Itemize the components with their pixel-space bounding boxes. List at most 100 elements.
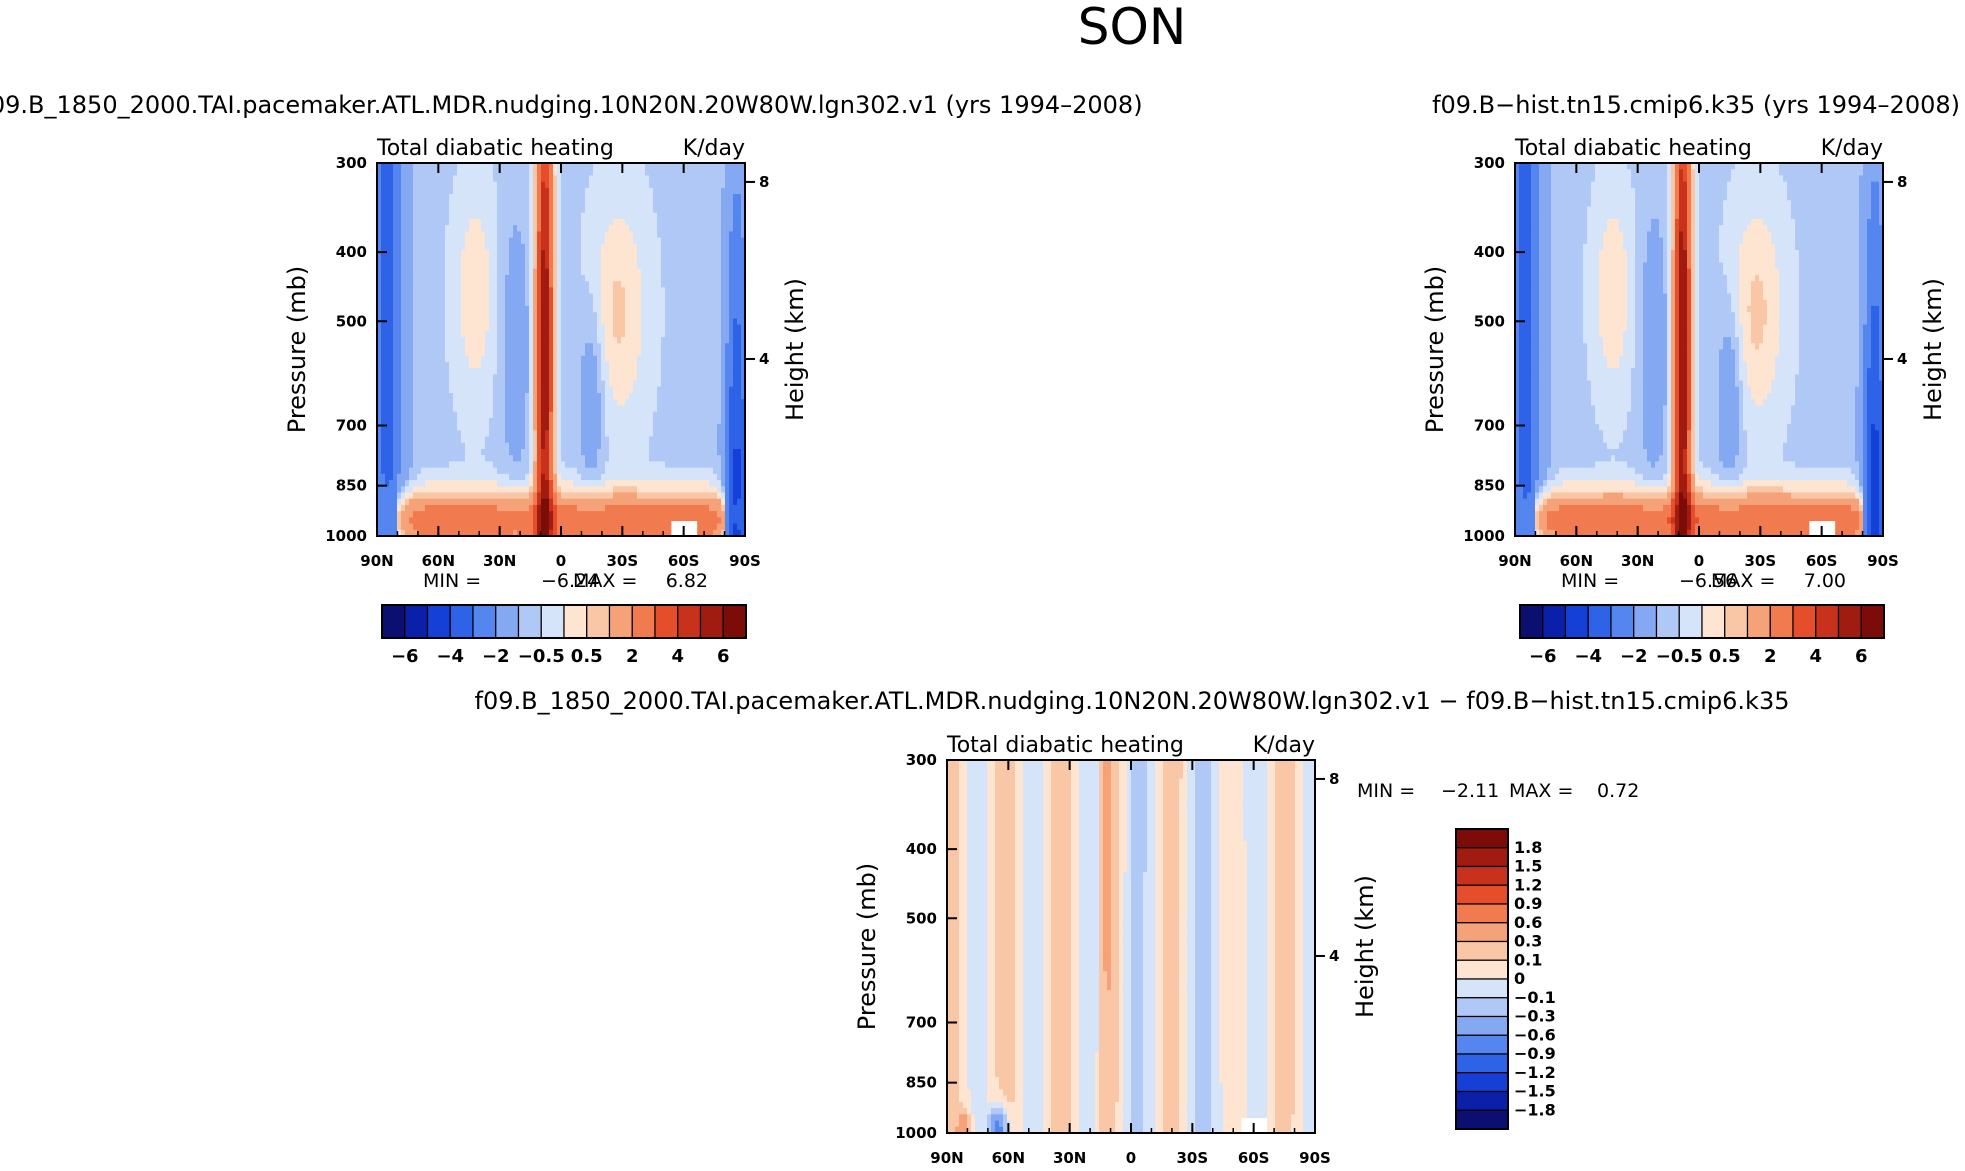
heatmap-cell	[529, 424, 534, 431]
heatmap-cell	[401, 293, 406, 301]
heatmap-cell	[553, 355, 558, 363]
heatmap-cell	[413, 237, 418, 245]
heatmap-cell	[537, 393, 542, 400]
heatmap-cell	[633, 529, 638, 537]
heatmap-cell	[669, 498, 674, 506]
heatmap-cell	[417, 330, 422, 338]
heatmap-cell	[573, 218, 578, 226]
heatmap-cell	[381, 312, 386, 320]
heatmap-cell	[533, 330, 538, 338]
heatmap-cell	[465, 181, 470, 189]
heatmap-cell	[573, 231, 578, 239]
heatmap-cell	[509, 181, 514, 189]
heatmap-cell	[705, 442, 710, 450]
heatmap-cell	[593, 399, 598, 407]
heatmap-cell	[465, 274, 470, 282]
heatmap-cell	[641, 467, 646, 475]
heatmap-cell	[429, 200, 434, 208]
heatmap-cell	[601, 405, 606, 413]
heatmap-cell	[385, 218, 390, 226]
heatmap-cell	[445, 486, 450, 494]
heatmap-cell	[393, 312, 398, 320]
heatmap-cell	[653, 361, 658, 369]
heatmap-cell	[401, 473, 406, 481]
heatmap-cell	[637, 455, 642, 462]
heatmap-cell	[489, 218, 494, 226]
heatmap-cell	[521, 492, 526, 500]
heatmap-cell	[673, 405, 678, 413]
heatmap-cell	[645, 455, 650, 462]
heatmap-cell	[413, 442, 418, 450]
heatmap-cell	[381, 324, 386, 332]
heatmap-cell	[473, 206, 478, 214]
heatmap-cell	[453, 268, 458, 276]
heatmap-cell	[685, 473, 690, 481]
heatmap-cell	[401, 187, 406, 195]
heatmap-cell	[569, 473, 574, 481]
heatmap-cell	[521, 355, 526, 363]
heatmap-cell	[457, 486, 462, 494]
heatmap-cell	[641, 237, 646, 245]
heatmap-cell	[501, 380, 506, 388]
heatmap-cell	[705, 374, 710, 382]
heatmap-cell	[565, 461, 570, 469]
heatmap-cell	[529, 231, 534, 239]
heatmap-cell	[597, 287, 602, 295]
heatmap-cell	[641, 355, 646, 363]
heatmap-cell	[513, 361, 518, 369]
heatmap-cell	[461, 262, 466, 270]
heatmap-cell	[489, 467, 494, 475]
heatmap-cell	[517, 461, 522, 469]
heatmap-cell	[489, 529, 494, 537]
heatmap-cell	[661, 243, 666, 251]
heatmap-cell	[669, 206, 674, 214]
heatmap-cell	[549, 206, 554, 214]
heatmap-cell	[469, 517, 474, 525]
heatmap-cell	[581, 393, 586, 400]
heatmap-cell	[693, 405, 698, 413]
heatmap-cell	[645, 355, 650, 363]
heatmap-cell	[597, 399, 602, 407]
heatmap-cell	[597, 442, 602, 450]
heatmap-cell	[525, 225, 530, 232]
heatmap-cell	[625, 175, 630, 183]
heatmap-cell	[381, 293, 386, 301]
heatmap-cell	[609, 529, 614, 537]
heatmap-cell	[661, 237, 666, 245]
heatmap-cell	[525, 405, 530, 413]
heatmap-cell	[689, 200, 694, 208]
heatmap-cell	[553, 281, 558, 288]
heatmap-cell	[657, 399, 662, 407]
heatmap-cell	[497, 312, 502, 320]
heatmap-cell	[537, 424, 542, 431]
heatmap-cell	[637, 355, 642, 363]
heatmap-cell	[417, 274, 422, 282]
heatmap-cell	[569, 529, 574, 537]
heatmap-cell	[653, 262, 658, 270]
heatmap-cell	[465, 511, 470, 518]
heatmap-cell	[497, 417, 502, 425]
heatmap-cell	[661, 486, 666, 494]
heatmap-cell	[525, 218, 530, 226]
heatmap-cell	[489, 293, 494, 301]
heatmap-cell	[521, 393, 526, 400]
heatmap-cell	[609, 355, 614, 363]
heatmap-cell	[473, 424, 478, 431]
heatmap-cell	[433, 237, 438, 245]
heatmap-cell	[529, 473, 534, 481]
heatmap-cell	[585, 281, 590, 288]
heatmap-cell	[481, 368, 486, 375]
heatmap-cell	[545, 517, 550, 525]
heatmap-cell	[397, 324, 402, 332]
heatmap-cell	[609, 361, 614, 369]
heatmap-cell	[541, 287, 546, 295]
heatmap-cell	[589, 187, 594, 195]
heatmap-cell	[577, 225, 582, 232]
heatmap-cell	[489, 181, 494, 189]
heatmap-cell	[629, 430, 634, 438]
heatmap-cell	[609, 498, 614, 506]
heatmap-cell	[541, 175, 546, 183]
heatmap-cell	[705, 305, 710, 313]
heatmap-cell	[677, 498, 682, 506]
heatmap-cell	[593, 274, 598, 282]
